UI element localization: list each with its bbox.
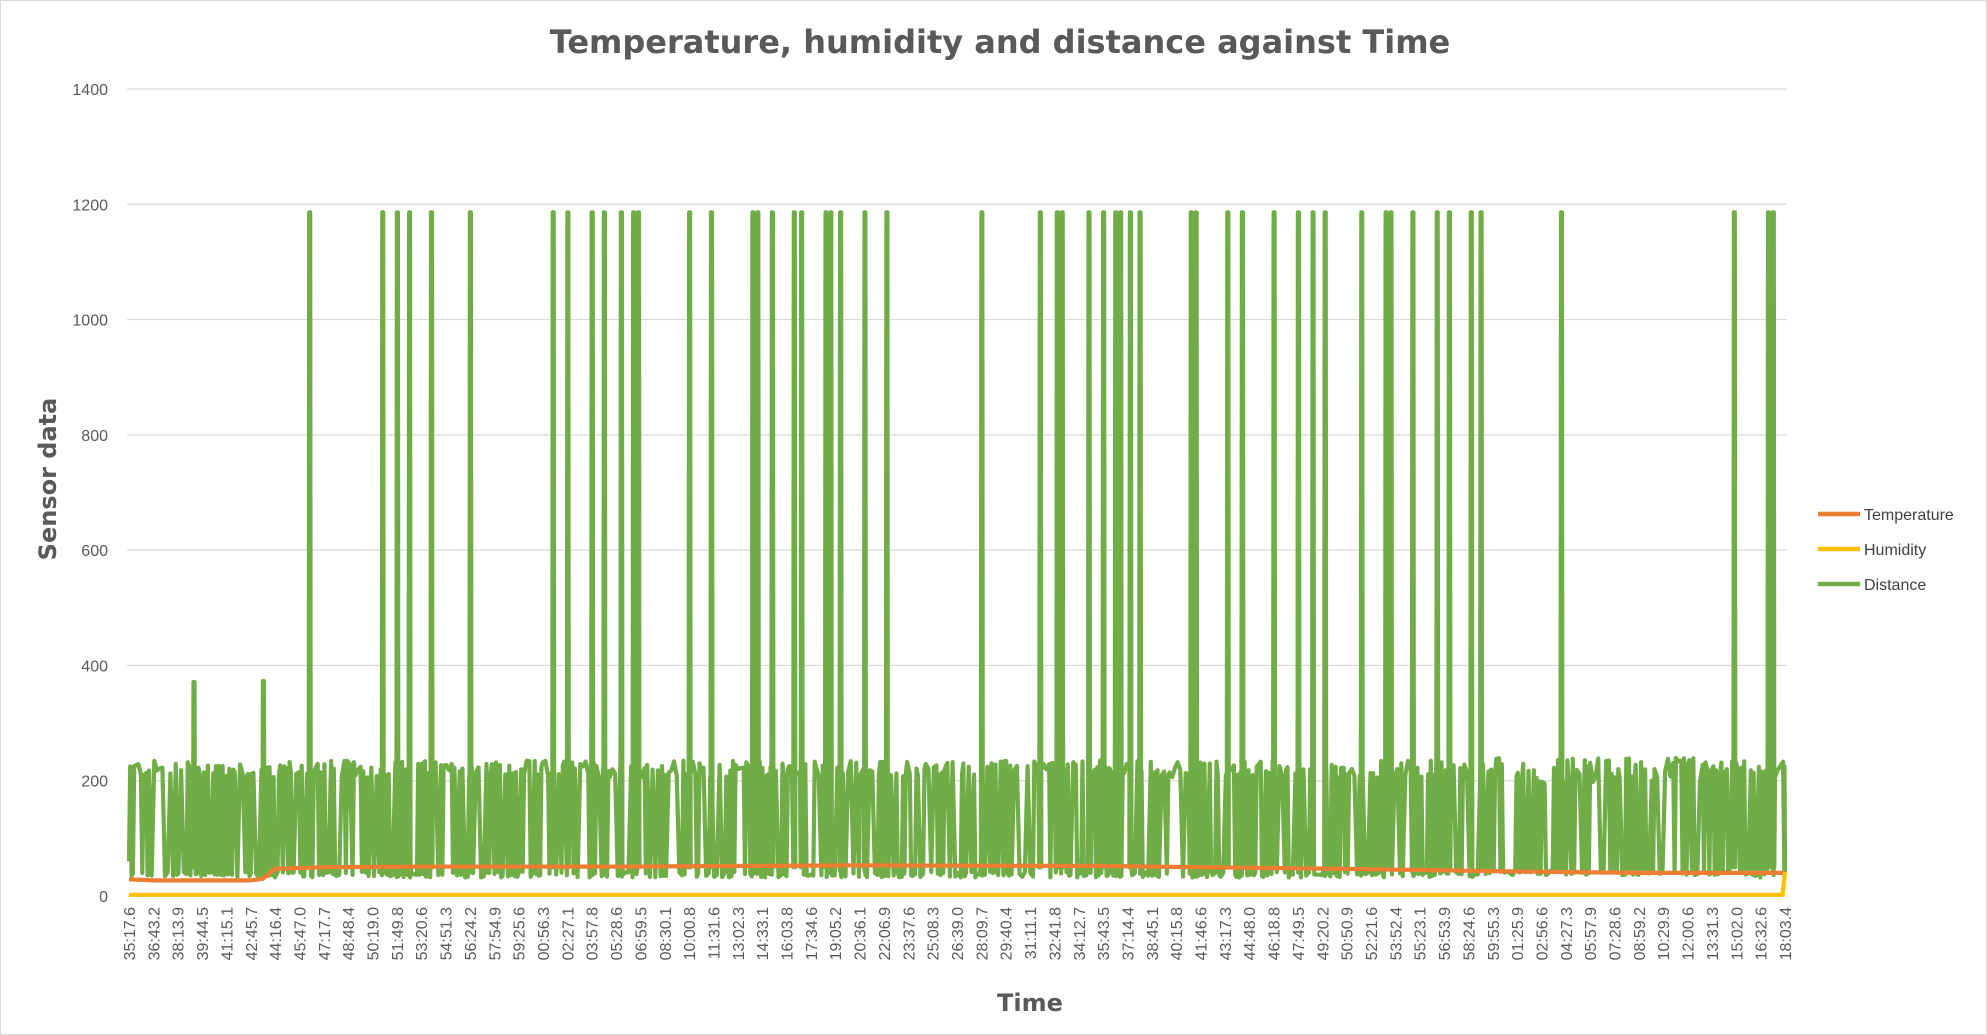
y-tick-label: 800	[81, 428, 108, 445]
x-tick-label: 14:33.1	[755, 907, 772, 960]
x-tick-label: 34:12.7	[1072, 907, 1089, 960]
x-tick-label: 44:48.0	[1242, 907, 1259, 960]
y-tick-label: 400	[81, 658, 108, 675]
y-tick-label: 600	[81, 543, 108, 560]
x-tick-label: 10:29.9	[1656, 907, 1673, 960]
x-tick-label: 16:32.6	[1754, 907, 1771, 960]
x-tick-label: 42:45.7	[244, 907, 261, 960]
x-tick-label: 06:59.5	[633, 907, 650, 960]
x-tick-label: 37:14.4	[1120, 907, 1137, 960]
x-tick-label: 02:56.6	[1534, 907, 1551, 960]
x-tick-label: 55:23.1	[1413, 907, 1430, 960]
x-tick-label: 44:16.4	[268, 907, 285, 960]
x-tick-label: 13:31.3	[1705, 907, 1722, 960]
y-axis-ticks: 0 200 400 600 800 1000 1200 1400	[72, 82, 108, 906]
x-tick-label: 56:53.9	[1437, 907, 1454, 960]
x-tick-label: 45:47.0	[292, 907, 309, 960]
x-tick-label: 46:18.8	[1267, 907, 1284, 960]
y-tick-label: 200	[81, 774, 108, 791]
x-tick-label: 18:03.4	[1778, 907, 1795, 960]
x-tick-label: 57:54.9	[487, 907, 504, 960]
x-tick-label: 41:46.6	[1194, 907, 1211, 960]
x-tick-label: 31:11.1	[1023, 907, 1040, 959]
x-tick-label: 53:20.6	[414, 907, 431, 960]
x-tick-label: 28:09.7	[974, 907, 991, 960]
x-tick-label: 26:39.0	[950, 907, 967, 960]
x-tick-label: 59:55.3	[1486, 907, 1503, 960]
x-tick-label: 04:27.3	[1559, 907, 1576, 960]
x-tick-label: 08:59.2	[1632, 907, 1649, 960]
x-tick-label: 23:37.6	[901, 907, 918, 960]
legend: Temperature Humidity Distance	[1818, 507, 1954, 594]
x-tick-label: 51:49.8	[390, 907, 407, 960]
x-tick-label: 02:27.1	[560, 907, 577, 960]
series-line-temperature	[128, 863, 1785, 883]
x-tick-label: 29:40.4	[999, 907, 1016, 960]
x-tick-label: 22:06.9	[877, 907, 894, 960]
x-tick-label: 10:00.8	[682, 907, 699, 960]
x-axis-ticks: 35:17.6 36:43.2 38:13.9 39:44.5 41:15.1 42:45…	[122, 907, 1795, 960]
legend-label-humidity: Humidity	[1864, 542, 1926, 559]
x-tick-label: 47:49.5	[1291, 907, 1308, 960]
x-tick-label: 08:30.1	[658, 907, 675, 960]
x-tick-label: 05:28.6	[609, 907, 626, 960]
x-tick-label: 54:51.3	[439, 907, 456, 960]
x-tick-label: 12:00.6	[1681, 907, 1698, 960]
y-axis-title: Sensor data	[34, 398, 62, 561]
x-tick-label: 49:20.2	[1315, 907, 1332, 960]
x-tick-label: 16:03.8	[780, 907, 797, 960]
legend-label-temperature: Temperature	[1864, 507, 1954, 524]
y-tick-label: 1400	[72, 82, 108, 99]
x-tick-label: 11:31.6	[706, 907, 723, 959]
x-tick-label: 40:15.8	[1169, 907, 1186, 960]
legend-label-distance: Distance	[1864, 577, 1926, 594]
x-tick-label: 59:25.6	[512, 907, 529, 960]
x-tick-label: 39:44.5	[195, 907, 212, 960]
x-tick-label: 05:57.9	[1583, 907, 1600, 960]
x-tick-label: 32:41.8	[1047, 907, 1064, 960]
x-tick-label: 56:24.2	[463, 907, 480, 960]
x-tick-label: 07:28.6	[1608, 907, 1625, 960]
x-tick-label: 47:17.7	[317, 907, 334, 960]
x-tick-label: 20:36.1	[853, 907, 870, 960]
x-tick-label: 52:21.6	[1364, 907, 1381, 960]
x-tick-label: 00:56.3	[536, 907, 553, 960]
y-tick-label: 1200	[72, 197, 108, 214]
x-tick-label: 38:45.1	[1145, 907, 1162, 960]
y-tick-label: 1000	[72, 313, 108, 330]
x-tick-label: 48:48.4	[341, 907, 358, 960]
x-tick-label: 25:08.3	[926, 907, 943, 960]
x-tick-label: 15:02.0	[1729, 907, 1746, 960]
x-tick-label: 50:19.0	[366, 907, 383, 960]
x-tick-label: 19:05.2	[828, 907, 845, 960]
x-tick-label: 41:15.1	[219, 907, 236, 960]
x-tick-label: 03:57.8	[585, 907, 602, 960]
x-axis-title: Time	[997, 989, 1063, 1017]
series-group	[126, 210, 1788, 897]
x-tick-label: 43:17.3	[1218, 907, 1235, 960]
x-tick-label: 38:13.9	[171, 907, 188, 960]
chart-title: Temperature, humidity and distance again…	[550, 23, 1451, 61]
x-tick-label: 53:52.4	[1388, 907, 1405, 960]
x-tick-label: 01:25.9	[1510, 907, 1527, 960]
x-tick-label: 50:50.9	[1340, 907, 1357, 960]
x-tick-label: 58:24.6	[1461, 907, 1478, 960]
series-line-humidity	[129, 871, 1788, 897]
x-tick-label: 17:34.6	[804, 907, 821, 960]
series-line-distance	[126, 210, 1788, 880]
x-tick-label: 35:43.5	[1096, 907, 1113, 960]
x-tick-label: 36:43.2	[146, 907, 163, 960]
x-tick-label: 13:02.3	[731, 907, 748, 960]
y-tick-label: 0	[99, 889, 108, 906]
x-tick-label: 35:17.6	[122, 907, 139, 960]
